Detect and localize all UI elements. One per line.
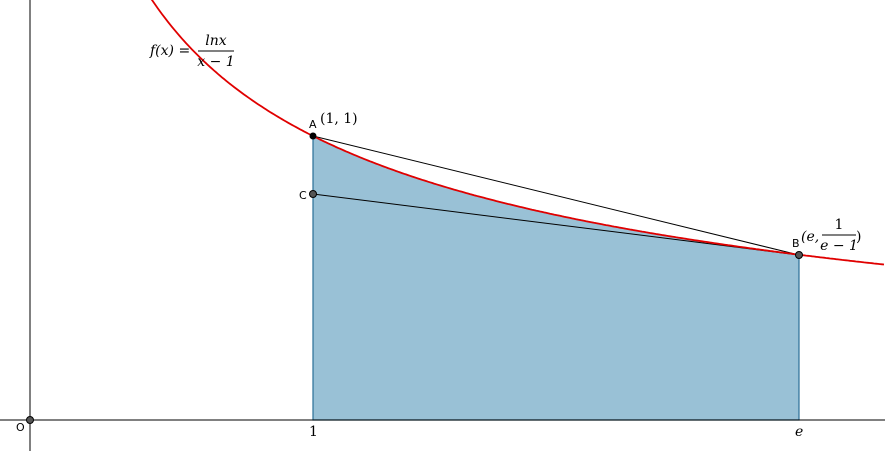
point-coords: ) <box>856 229 861 245</box>
point-label: C <box>299 189 307 202</box>
point-b <box>795 251 803 259</box>
point-coords: (1, 1) <box>320 111 358 127</box>
point-c <box>309 190 317 198</box>
point-coords-denominator: e − 1 <box>820 238 858 254</box>
function-curve <box>150 0 885 266</box>
function-numerator: lnx <box>205 33 226 49</box>
point-label: A <box>309 118 317 131</box>
point-label: B <box>792 237 800 250</box>
x-axis-label: 1 <box>309 424 318 440</box>
point-label: O <box>16 421 25 434</box>
point-coords-numerator: 1 <box>835 217 844 233</box>
segment-ab <box>312 135 800 256</box>
point-o <box>26 416 34 424</box>
point-coords: (e, <box>801 229 819 245</box>
x-axis-label: e <box>795 424 803 440</box>
shaded-region <box>312 135 800 421</box>
function-lhs: f(x) = <box>149 43 190 59</box>
segment-cb <box>312 193 800 256</box>
point-a <box>309 132 317 140</box>
function-denominator: x − 1 <box>197 54 234 70</box>
